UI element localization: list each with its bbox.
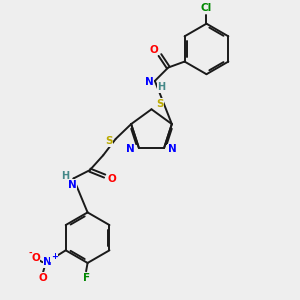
Text: +: +	[51, 252, 58, 261]
Text: Cl: Cl	[201, 3, 212, 13]
Text: N: N	[44, 257, 52, 267]
Text: H: H	[157, 82, 166, 92]
Text: N: N	[168, 145, 177, 154]
Text: -: -	[28, 249, 32, 258]
Text: F: F	[82, 273, 90, 284]
Text: N: N	[126, 145, 135, 154]
Text: H: H	[61, 171, 69, 181]
Text: N: N	[145, 77, 153, 87]
Text: S: S	[105, 136, 113, 146]
Text: O: O	[149, 45, 158, 55]
Text: O: O	[31, 253, 40, 263]
Text: S: S	[156, 99, 164, 109]
Text: O: O	[38, 273, 47, 283]
Text: N: N	[68, 180, 76, 190]
Text: O: O	[108, 174, 116, 184]
